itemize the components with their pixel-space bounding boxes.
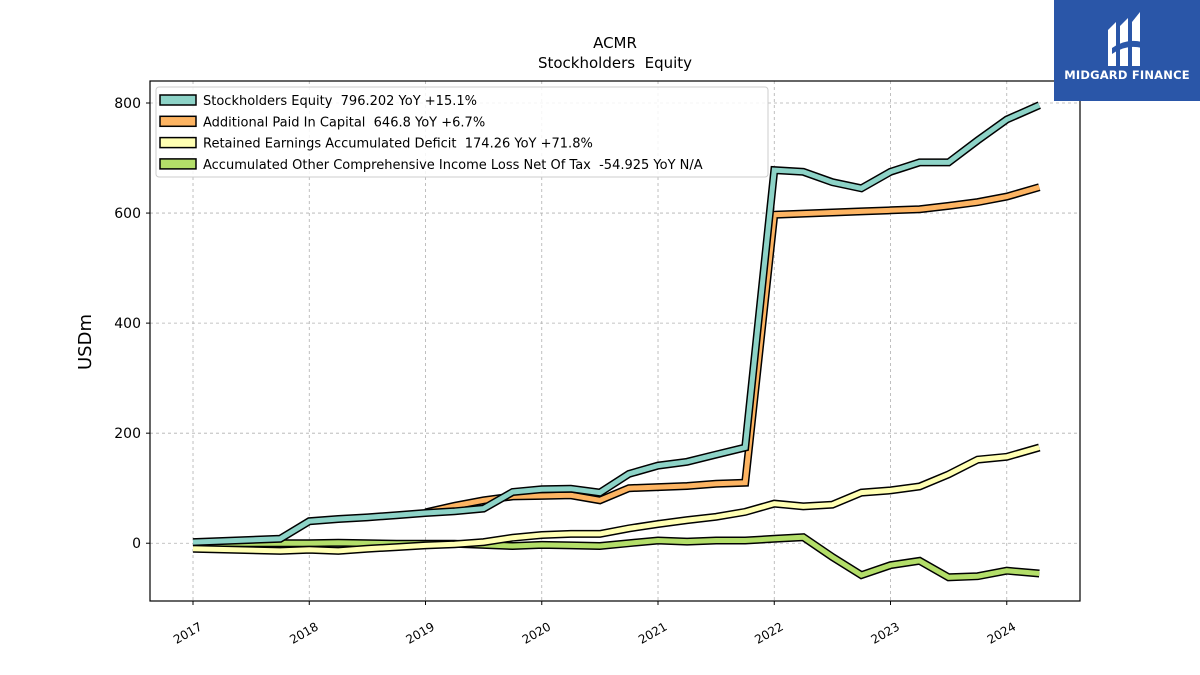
legend-swatch [159,115,197,128]
y-tick-label: 400 [114,316,141,332]
legend-entry: Stockholders Equity 796.202 YoY +15.1% [203,94,477,109]
y-tick-label: 600 [114,206,141,222]
x-tick-label: 2020 [520,619,553,646]
series-line [192,445,1040,554]
x-tick-label: 2021 [636,619,669,646]
legend-entry: Additional Paid In Capital 646.8 YoY +6.… [203,115,485,130]
midgard-logo-icon [1108,12,1142,66]
legend-box [155,86,769,178]
x-tick-label: 2023 [869,619,902,646]
x-tick-label: 2022 [752,619,785,646]
chart-subtitle: Stockholders Equity [538,54,692,72]
legend: Stockholders Equity 796.202 YoY +15.1% Ad… [155,86,769,178]
y-tick-label: 200 [114,426,141,442]
x-tick-label: 2024 [985,619,1018,646]
x-tick-label: 2018 [287,619,320,646]
series-lines [192,101,1041,582]
series-line [192,102,1041,545]
legend-entry: Retained Earnings Accumulated Deficit 17… [203,137,593,152]
series-line [193,534,1040,580]
logo-text: MIDGARD FINANCE [1064,68,1190,82]
y-tick-label: 0 [132,536,141,552]
series-line [424,184,1040,515]
legend-swatch [159,94,197,106]
x-tick-label: 2017 [171,619,204,646]
legend-swatch [159,136,197,149]
plot-frame [149,80,1081,602]
midgard-finance-logo: MIDGARD FINANCE [1054,0,1200,101]
x-tick-label: 2019 [404,619,437,646]
y-axis-label: USDm [75,314,96,370]
legend-swatch [159,158,197,170]
legend-entry: Accumulated Other Comprehensive Income L… [203,158,703,173]
series-outline [424,183,1041,517]
series-outline [192,443,1041,555]
y-tick-label: 800 [114,96,141,112]
chart-title: ACMR [593,34,637,52]
